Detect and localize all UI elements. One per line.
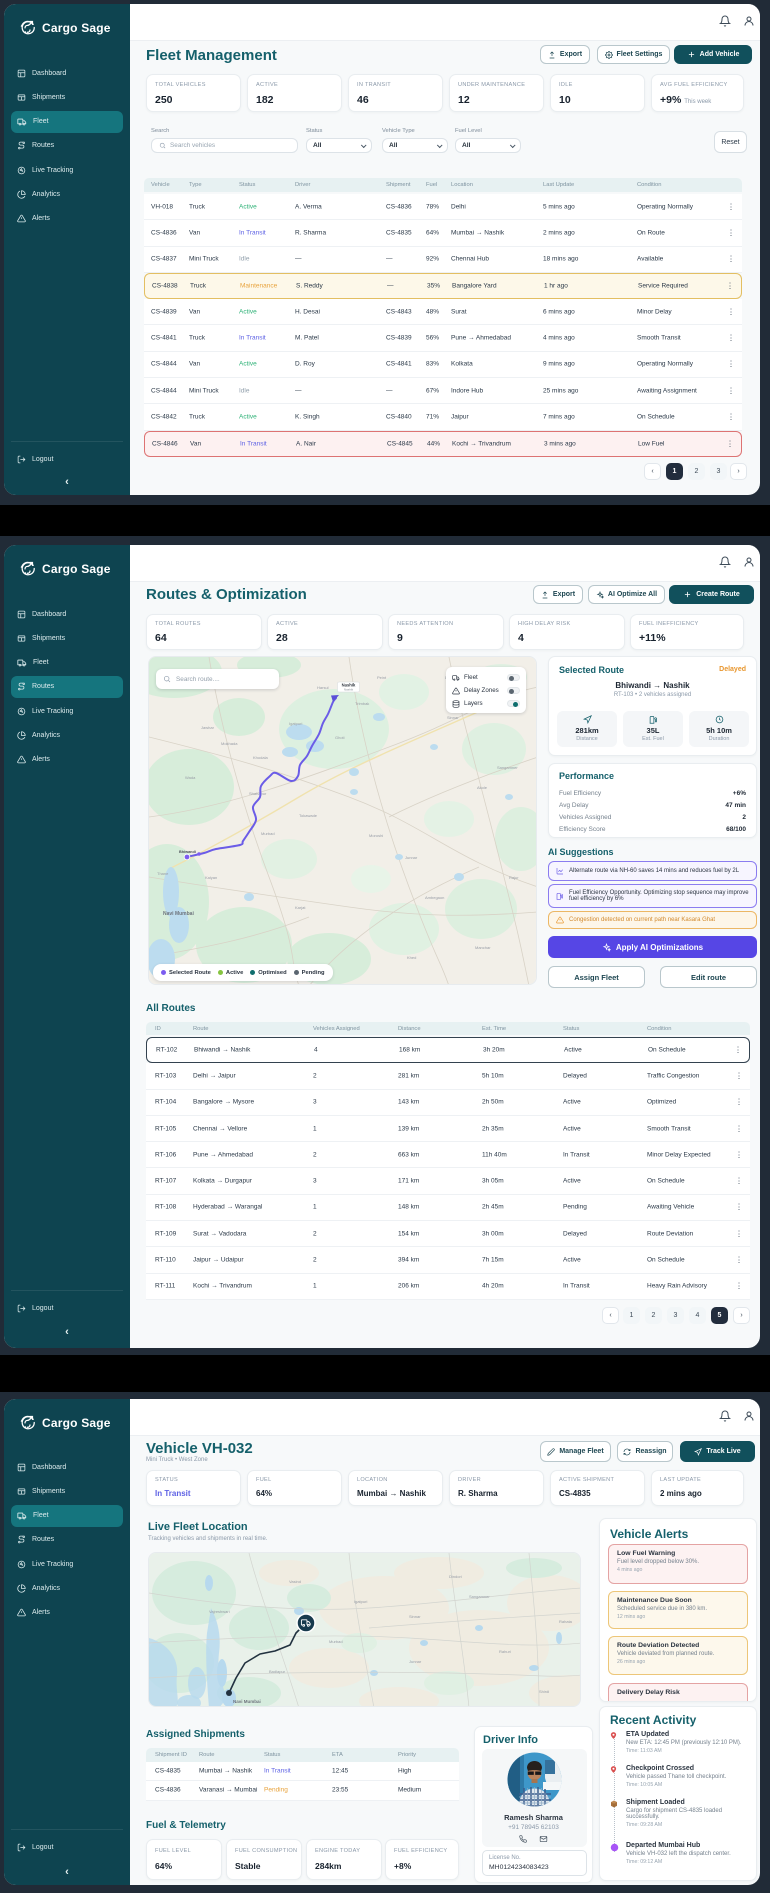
svg-text:Mokhada: Mokhada <box>221 741 238 746</box>
svg-text:Igatpuri: Igatpuri <box>354 1599 367 1604</box>
svg-text:Junnar: Junnar <box>409 1659 422 1664</box>
svg-text:Nashik: Nashik <box>342 683 356 688</box>
svg-text:Khed: Khed <box>407 955 416 960</box>
svg-text:Navi Mumbai: Navi Mumbai <box>233 1699 261 1704</box>
svg-text:Murbad: Murbad <box>329 1639 343 1644</box>
svg-text:Harsul: Harsul <box>317 685 329 690</box>
svg-text:Moroshi: Moroshi <box>369 833 383 838</box>
svg-text:Rahuri: Rahuri <box>499 1649 511 1654</box>
svg-text:Tokawade: Tokawade <box>299 813 318 818</box>
svg-text:Akole: Akole <box>477 785 488 790</box>
svg-text:Igatpuri: Igatpuri <box>289 721 302 726</box>
svg-text:Rajur: Rajur <box>509 875 519 880</box>
svg-text:Kalyan: Kalyan <box>205 875 217 880</box>
svg-text:Sinnar: Sinnar <box>447 715 459 720</box>
svg-text:Peint: Peint <box>377 675 387 680</box>
svg-text:Vajreshwari: Vajreshwari <box>209 1609 230 1614</box>
svg-text:Junnar: Junnar <box>405 855 418 860</box>
svg-text:Bhiwandi: Bhiwandi <box>179 850 196 854</box>
svg-text:Sangamner: Sangamner <box>497 765 518 770</box>
svg-text:Navi Mumbai: Navi Mumbai <box>163 911 194 917</box>
svg-text:Sinnar: Sinnar <box>409 1614 421 1619</box>
svg-text:Ambegaon: Ambegaon <box>425 895 444 900</box>
svg-text:Nashik: Nashik <box>344 688 354 692</box>
svg-text:Shirdi: Shirdi <box>539 1689 549 1694</box>
svg-text:Karjat: Karjat <box>295 905 306 910</box>
svg-text:Murbad: Murbad <box>261 831 275 836</box>
svg-text:Sangamner: Sangamner <box>469 1594 490 1599</box>
svg-text:Ghoti: Ghoti <box>335 735 345 740</box>
svg-text:Trimbak: Trimbak <box>355 701 369 706</box>
svg-text:Manchar: Manchar <box>475 945 491 950</box>
svg-text:Jawhar: Jawhar <box>201 725 215 730</box>
svg-text:Thane: Thane <box>157 871 169 876</box>
svg-text:Vasind: Vasind <box>289 1579 301 1584</box>
svg-text:Dindori: Dindori <box>449 1574 462 1579</box>
svg-text:Rahata: Rahata <box>559 1619 573 1624</box>
svg-text:Shahapur: Shahapur <box>249 791 267 796</box>
svg-text:Badlapur: Badlapur <box>269 1669 286 1674</box>
svg-text:Wada: Wada <box>185 775 196 780</box>
svg-text:Khodala: Khodala <box>253 755 268 760</box>
